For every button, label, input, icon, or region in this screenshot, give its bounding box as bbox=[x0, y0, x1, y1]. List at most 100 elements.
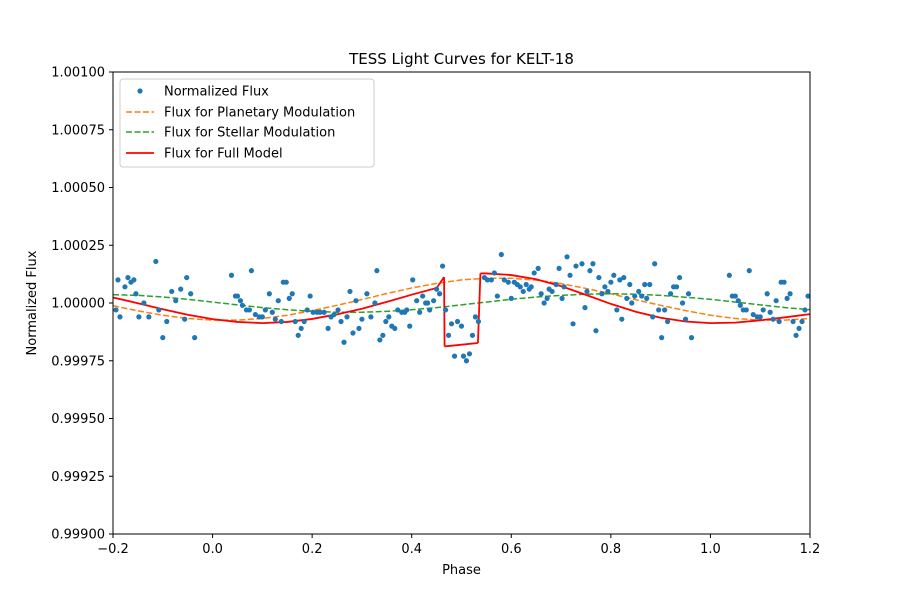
flux-data-point bbox=[292, 318, 298, 325]
flux-data-point bbox=[178, 286, 184, 292]
full-model-line bbox=[112, 276, 445, 325]
flux-data-point bbox=[392, 325, 398, 332]
flux-data-point bbox=[436, 291, 443, 297]
flux-data-point bbox=[301, 318, 307, 325]
flux-data-point bbox=[122, 284, 128, 290]
flux-data-point bbox=[647, 281, 653, 288]
flux-data-point bbox=[431, 298, 437, 304]
flux-data-point bbox=[372, 300, 378, 306]
flux-data-point bbox=[614, 307, 620, 313]
y-tick-label: 0.99950 bbox=[51, 412, 105, 427]
flux-data-point bbox=[652, 261, 658, 267]
full-model-line bbox=[480, 272, 811, 325]
flux-data-point bbox=[605, 288, 611, 295]
flux-data-point bbox=[793, 332, 799, 338]
flux-data-point bbox=[439, 263, 446, 269]
flux-data-point bbox=[676, 274, 683, 281]
legend-entry-full-model: Flux for Full Model bbox=[164, 147, 283, 162]
x-tick-label: 0.2 bbox=[302, 542, 323, 557]
flux-data-point bbox=[475, 318, 482, 325]
flux-data-point bbox=[505, 279, 511, 285]
flux-data-point bbox=[117, 314, 123, 320]
flux-data-point bbox=[364, 291, 370, 297]
legend-entry-planetary-modulation: Flux for Planetary Modulation bbox=[164, 106, 355, 121]
flux-data-point bbox=[463, 358, 470, 364]
flux-data-point bbox=[659, 335, 665, 341]
flux-data-point bbox=[310, 309, 316, 315]
flux-data-point bbox=[295, 332, 301, 338]
y-tick-label: 0.99900 bbox=[51, 528, 105, 543]
flux-data-point bbox=[567, 272, 573, 278]
flux-data-point bbox=[133, 291, 139, 297]
flux-data-point bbox=[528, 284, 534, 290]
y-tick-label: 1.00075 bbox=[51, 123, 105, 138]
flux-data-point bbox=[356, 325, 362, 332]
flux-data-point bbox=[579, 261, 585, 267]
flux-data-point bbox=[773, 298, 779, 304]
flux-data-point bbox=[617, 277, 623, 283]
flux-data-point bbox=[448, 321, 455, 327]
x-tick-label: 0.6 bbox=[501, 542, 522, 557]
flux-data-point bbox=[781, 279, 787, 285]
flux-data-point bbox=[317, 309, 323, 315]
flux-data-point bbox=[131, 277, 137, 283]
flux-data-point bbox=[559, 295, 565, 301]
flux-data-point bbox=[632, 293, 638, 299]
flux-data-point bbox=[182, 316, 188, 322]
flux-data-point bbox=[520, 288, 526, 295]
flux-data-point bbox=[593, 328, 599, 334]
flux-data-point bbox=[608, 279, 614, 285]
flux-data-point bbox=[237, 298, 244, 304]
flux-data-point bbox=[743, 307, 749, 313]
flux-data-point bbox=[750, 311, 756, 318]
x-axis: −0.2 0.0 0.2 0.4 0.6 0.8 1.0 1.2 bbox=[97, 534, 820, 557]
flux-data-point bbox=[784, 295, 790, 301]
full-model-line bbox=[477, 273, 482, 343]
flux-data-point bbox=[629, 300, 635, 306]
flux-data-point bbox=[764, 291, 770, 297]
y-tick-label: 1.00050 bbox=[51, 181, 105, 196]
x-tick-label: −0.2 bbox=[97, 542, 129, 557]
legend: Normalized Flux Flux for Planetary Modula… bbox=[119, 78, 375, 168]
flux-data-point bbox=[767, 309, 773, 315]
flux-data-point bbox=[544, 295, 550, 301]
flux-data-point bbox=[374, 268, 380, 274]
flux-data-point bbox=[246, 307, 253, 313]
flux-data-point bbox=[173, 298, 179, 304]
flux-data-point bbox=[469, 332, 476, 338]
flux-data-point bbox=[602, 284, 608, 290]
flux-data-point bbox=[685, 291, 692, 297]
chart-title: TESS Light Curves for KELT-18 bbox=[348, 50, 574, 68]
flux-data-point bbox=[248, 268, 255, 274]
flux-data-point bbox=[644, 295, 650, 301]
flux-data-point bbox=[501, 277, 507, 283]
flux-data-point bbox=[164, 318, 170, 325]
flux-data-point bbox=[796, 325, 802, 332]
legend-entry-normalized-flux: Normalized Flux bbox=[164, 85, 269, 100]
flux-data-point bbox=[582, 305, 588, 311]
flux-data-point bbox=[420, 293, 426, 299]
flux-data-point bbox=[564, 254, 570, 260]
flux-data-point bbox=[325, 325, 331, 332]
flux-data-point bbox=[368, 314, 374, 320]
y-tick-label: 1.00100 bbox=[51, 66, 105, 81]
flux-data-point bbox=[289, 291, 295, 297]
flux-data-point bbox=[153, 258, 159, 265]
flux-data-point bbox=[283, 279, 289, 285]
y-axis-label: Normalized Flux bbox=[25, 250, 40, 355]
flux-data-point bbox=[146, 314, 152, 320]
flux-data-point bbox=[451, 353, 458, 359]
flux-data-point bbox=[275, 298, 281, 304]
flux-data-point bbox=[286, 295, 292, 301]
flux-data-point bbox=[737, 302, 743, 308]
flux-data-point bbox=[192, 335, 198, 341]
legend-box bbox=[119, 78, 375, 168]
flux-data-point bbox=[307, 293, 313, 299]
flux-data-point bbox=[160, 335, 166, 341]
flux-data-point bbox=[259, 314, 265, 320]
flux-data-point bbox=[656, 307, 662, 313]
flux-data-point bbox=[799, 318, 805, 325]
flux-data-point bbox=[531, 270, 537, 276]
flux-data-point bbox=[417, 309, 423, 315]
flux-data-point bbox=[679, 300, 686, 306]
